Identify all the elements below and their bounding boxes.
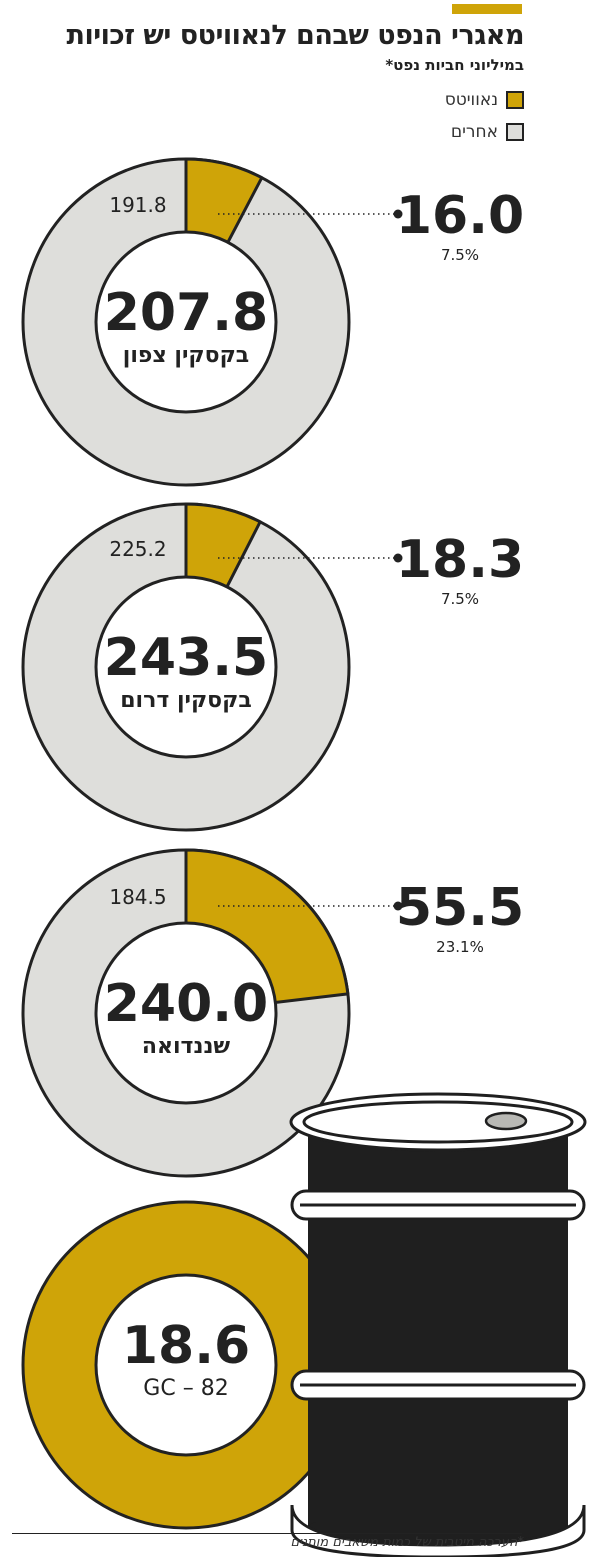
- barrel-lid: [302, 1100, 574, 1144]
- field-name-1: בקסקין צפון: [123, 343, 249, 368]
- barrel-bottom-rim: [290, 1504, 586, 1557]
- donut-hole-4: [94, 1273, 278, 1457]
- navitas-value-2: 18.3: [396, 530, 524, 590]
- navitas-percent-3: 23.1%: [436, 938, 484, 956]
- footnote: *הערכה מיטבית של כמות משאבים מותנים: [290, 1535, 524, 1550]
- legend-swatch-others: [506, 123, 524, 141]
- total-value-1: 207.8: [104, 283, 268, 343]
- oil-barrel-icon: [289, 1092, 587, 1557]
- total-value-2: 243.5: [104, 628, 268, 688]
- barrel-lower-band: [308, 1500, 568, 1522]
- barrel-cap: [484, 1111, 528, 1131]
- leader-dot-2: [393, 553, 403, 563]
- legend-swatch-navitas: [506, 91, 524, 109]
- navitas-value-3: 55.5: [396, 878, 524, 938]
- total-value-3: 240.0: [104, 974, 268, 1034]
- navitas-percent-2: 7.5%: [441, 590, 479, 608]
- leader-dot-3: [393, 901, 403, 911]
- navitas-value-1: 16.0: [396, 186, 524, 246]
- accent-bar: [452, 4, 522, 14]
- footnote-divider: [12, 1533, 522, 1534]
- legend: נאוויטס אחרים: [445, 90, 524, 154]
- others-value-2: 225.2: [109, 537, 166, 561]
- legend-item-others: אחרים: [445, 122, 524, 142]
- legend-label-navitas: נאוויטס: [444, 90, 498, 110]
- field-name-4: GC – 82: [143, 1376, 228, 1401]
- legend-label-others: אחרים: [450, 122, 498, 142]
- field-name-2: בקסקין דרום: [120, 688, 252, 713]
- barrel-body: [308, 1128, 568, 1528]
- leader-dot-1: [393, 209, 403, 219]
- field-name-3: שננדואה: [142, 1034, 231, 1059]
- navitas-percent-1: 7.5%: [441, 246, 479, 264]
- page-title: מאגרי הנפט שבהם לנאוויטס יש זכויות: [66, 20, 525, 51]
- others-value-3: 184.5: [109, 885, 166, 909]
- donut-hole-1: [94, 230, 278, 414]
- donut-hole-3: [94, 921, 278, 1105]
- donut-hole-2: [94, 575, 278, 759]
- page-subtitle: במיליוני חביות נפט*: [385, 56, 524, 74]
- legend-item-navitas: נאוויטס: [445, 90, 524, 110]
- total-value-4: 18.6: [122, 1316, 250, 1376]
- others-value-1: 191.8: [109, 193, 166, 217]
